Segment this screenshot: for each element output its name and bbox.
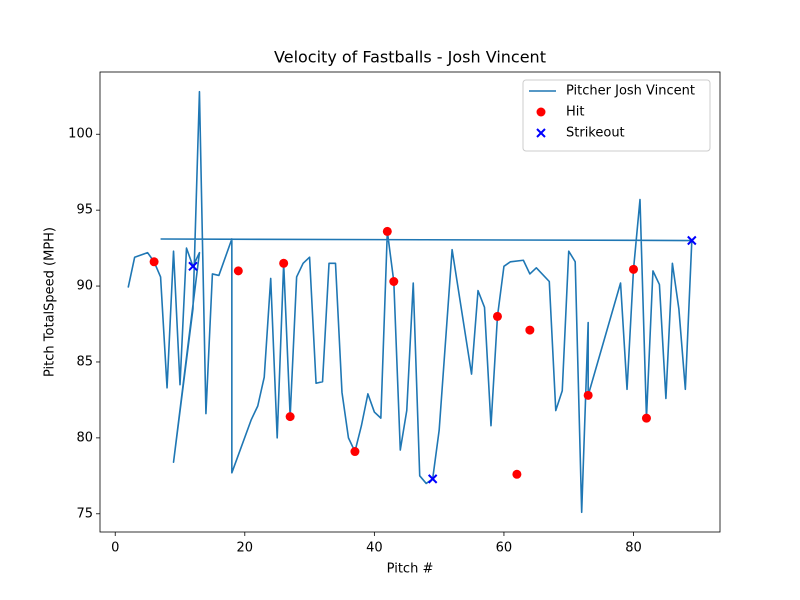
y-tick-label: 85	[76, 354, 93, 369]
x-axis-label: Pitch #	[387, 562, 434, 577]
y-tick-label: 100	[68, 127, 93, 142]
axes-frame	[99, 71, 721, 533]
hit-marker	[285, 412, 295, 422]
strikeout-marker	[687, 235, 697, 246]
hit-marker	[382, 226, 392, 236]
y-tick-label: 90	[76, 279, 93, 294]
y-tick-label: 75	[76, 506, 93, 521]
hit-marker	[492, 311, 502, 321]
legend-box	[522, 79, 711, 152]
legend-label: Pitcher Josh Vincent	[566, 84, 695, 99]
hit-marker	[525, 325, 535, 335]
hit-marker	[149, 257, 159, 267]
x-tick-label: 60	[496, 541, 513, 556]
plot-area	[127, 90, 697, 514]
legend-marker	[536, 128, 546, 138]
hit-marker	[583, 390, 593, 400]
legend: Pitcher Josh Vincent Hit Strikeout	[522, 79, 711, 152]
hit-marker	[279, 258, 289, 268]
x-tick-label: 80	[625, 541, 642, 556]
y-tick-label: 95	[76, 203, 93, 218]
hit-marker	[629, 264, 639, 274]
strikeout-marker	[427, 474, 438, 484]
chart-title: Velocity of Fastballs - Josh Vincent	[274, 48, 546, 67]
y-tick-label: 80	[76, 430, 93, 445]
hit-marker	[512, 469, 522, 479]
legend-label: Hit	[566, 105, 584, 120]
strikeout-marker	[188, 261, 198, 272]
x-tick-label: 20	[237, 541, 254, 556]
hit-marker	[641, 413, 651, 423]
hit-marker	[389, 277, 399, 287]
legend-label: Strikeout	[566, 126, 625, 141]
x-tick-label: 0	[111, 541, 119, 556]
y-axis-label: Pitch TotalSpeed (MPH)	[43, 227, 58, 377]
legend-marker	[536, 107, 546, 117]
hit-marker	[233, 266, 243, 276]
hit-marker	[350, 447, 360, 457]
x-tick-label: 40	[366, 541, 383, 556]
